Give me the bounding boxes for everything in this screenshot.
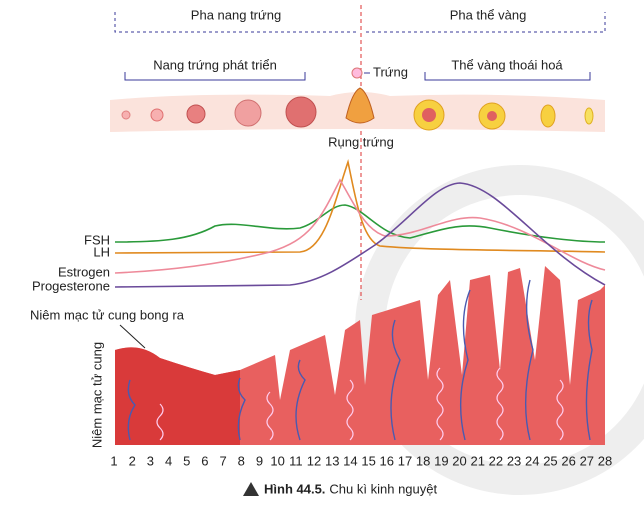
fsh-curve xyxy=(114,204,606,243)
day-label: 25 xyxy=(543,453,557,468)
day-label: 6 xyxy=(201,453,208,468)
egg-label: Trứng xyxy=(373,64,408,79)
day-label: 26 xyxy=(561,453,575,468)
hormone-label: Estrogen xyxy=(58,264,110,279)
lh-curve xyxy=(114,158,606,254)
day-label: 21 xyxy=(470,453,484,468)
hormone-label: Progesterone xyxy=(32,278,110,293)
endometrium-label: Niêm mạc tử cung xyxy=(89,342,104,448)
day-label: 18 xyxy=(416,453,430,468)
day-label: 5 xyxy=(183,453,190,468)
day-label: 14 xyxy=(343,453,357,468)
progesterone-curve xyxy=(114,182,606,288)
stage-label: Thể vàng thoái hoá xyxy=(451,57,563,72)
phase-label: Pha nang trứng xyxy=(191,7,281,22)
day-label: 13 xyxy=(325,453,339,468)
phase-bracket xyxy=(114,12,358,33)
pointer xyxy=(119,324,146,349)
stage-bracket xyxy=(124,72,306,81)
shedding-label: Niêm mạc tử cung bong ra xyxy=(30,307,185,322)
day-label: 10 xyxy=(270,453,284,468)
day-axis: 1 2 3 4 5 6 7 8 9 10 11 12 13 14 15 16 17 18 19 20 21 22 23 24 2… xyxy=(110,453,612,468)
hormone-label: FSH xyxy=(84,232,110,247)
day-label: 24 xyxy=(525,453,539,468)
day-label: 3 xyxy=(147,453,154,468)
shedding-layer xyxy=(115,347,240,445)
follicles xyxy=(121,87,594,131)
day-label: 23 xyxy=(507,453,521,468)
caption-icon xyxy=(243,482,259,496)
day-label: 9 xyxy=(256,453,263,468)
hormone-label: LH xyxy=(93,244,110,259)
stage-label: Nang trứng phát triển xyxy=(153,57,277,72)
glands xyxy=(156,367,564,441)
day-label: 20 xyxy=(452,453,466,468)
day-label: 15 xyxy=(361,453,375,468)
day-label: 7 xyxy=(219,453,226,468)
day-label: 12 xyxy=(307,453,321,468)
day-label: 27 xyxy=(580,453,594,468)
caption-number: Hình 44.5. xyxy=(264,481,325,496)
day-label: 22 xyxy=(489,453,503,468)
day-label: 17 xyxy=(398,453,412,468)
phase-bracket xyxy=(366,12,606,33)
caption-text: Chu kì kinh nguyệt xyxy=(329,481,437,496)
day-label: 16 xyxy=(380,453,394,468)
day-label: 2 xyxy=(129,453,136,468)
vessels xyxy=(127,279,593,441)
day-label: 11 xyxy=(289,453,303,468)
estrogen-curve xyxy=(114,178,606,274)
stage-bracket xyxy=(424,72,591,81)
ovulation-label: Rụng trứng xyxy=(328,134,394,149)
phase-label: Pha thể vàng xyxy=(450,7,527,22)
day-label: 8 xyxy=(238,453,245,468)
day-label: 28 xyxy=(598,453,612,468)
day-label: 4 xyxy=(165,453,172,468)
day-label: 19 xyxy=(434,453,448,468)
day-label: 1 xyxy=(110,453,117,468)
watermark xyxy=(355,165,644,495)
egg xyxy=(351,67,363,79)
